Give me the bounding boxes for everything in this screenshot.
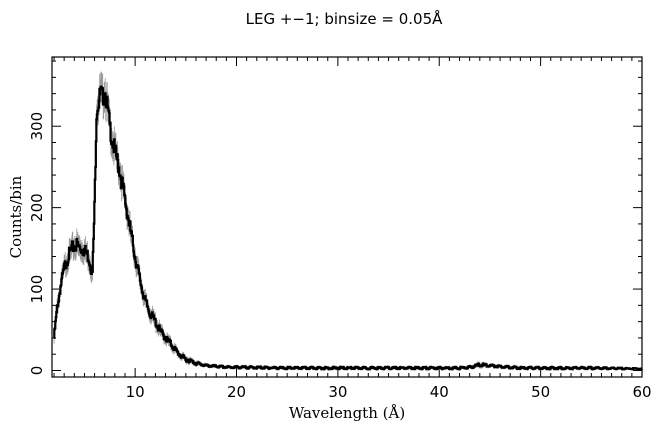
x-tick-label: 20: [227, 383, 246, 401]
x-tick-label: 30: [328, 383, 347, 401]
error-bars: [53, 71, 643, 371]
y-tick-label: 200: [28, 193, 46, 222]
y-axis-ticks: 0 100 200 300: [28, 112, 642, 375]
y-axis-label: Counts/bin: [7, 175, 25, 258]
y-tick-label: 100: [28, 275, 46, 304]
x-tick-label: 10: [126, 383, 145, 401]
x-tick-label: 40: [430, 383, 449, 401]
spectrum-line: [53, 85, 643, 371]
y-tick-label: 0: [28, 366, 46, 376]
x-axis-ticks: 10 20 30 40 50 60: [126, 57, 652, 401]
x-tick-label: 60: [632, 383, 651, 401]
x-axis-label: Wavelength (Å): [289, 404, 405, 422]
minor-ticks: [52, 57, 642, 377]
plot-frame: [51, 56, 643, 378]
y-tick-label: 300: [28, 112, 46, 141]
series-group: [53, 85, 643, 371]
x-tick-label: 50: [531, 383, 550, 401]
chart-title: LEG +−1; binsize = 0.05Å: [246, 9, 444, 28]
